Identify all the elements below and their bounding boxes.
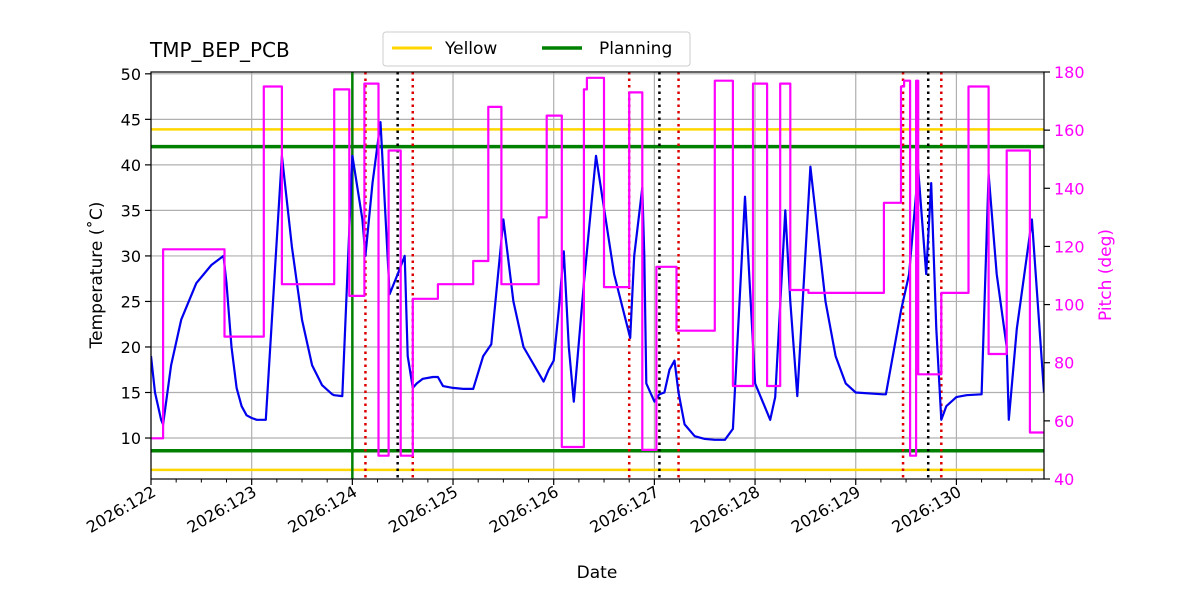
y2-tick-label: 160	[1054, 121, 1085, 140]
limit-lines	[151, 128, 1044, 472]
y-axis-label: Temperature (˚C)	[86, 202, 107, 350]
y-axis-right: 40 60 80 100 120 140 160 180	[1044, 63, 1085, 489]
y2-tick-label: 80	[1054, 354, 1074, 373]
y-tick-label: 20	[121, 338, 141, 357]
series-line-pitch	[151, 76, 1044, 457]
y-tick-label: 30	[121, 247, 141, 266]
y-tick-label: 35	[121, 201, 141, 220]
legend-box	[382, 31, 691, 67]
legend-label-yellow: Yellow	[444, 39, 497, 59]
chart-title: TMP_BEP_PCB	[149, 38, 290, 62]
y2-tick-label: 120	[1054, 237, 1085, 256]
y-tick-label: 50	[121, 65, 141, 84]
series-layer	[151, 76, 1044, 457]
x-axis-label: Date	[577, 563, 618, 583]
y-axis-left: 10 15 20 25 30 35 40 45 50	[121, 65, 151, 448]
y2-axis-label: Pitch (deg)	[1096, 229, 1116, 321]
legend-label-planning: Planning	[599, 39, 672, 59]
legend: Yellow Planning	[382, 31, 691, 67]
y2-tick-label: 40	[1054, 470, 1074, 489]
y-tick-label: 10	[121, 429, 141, 448]
y-tick-label: 15	[121, 384, 141, 403]
y-tick-label: 40	[121, 156, 141, 175]
y-tick-label: 25	[121, 292, 141, 311]
plot-frame	[150, 71, 1045, 480]
y2-tick-label: 60	[1054, 412, 1074, 431]
y2-tick-label: 100	[1054, 296, 1085, 315]
y2-tick-label: 180	[1054, 63, 1085, 82]
series-line-temperature	[151, 120, 1044, 441]
y-tick-label: 45	[121, 110, 141, 129]
y2-tick-label: 140	[1054, 179, 1085, 198]
